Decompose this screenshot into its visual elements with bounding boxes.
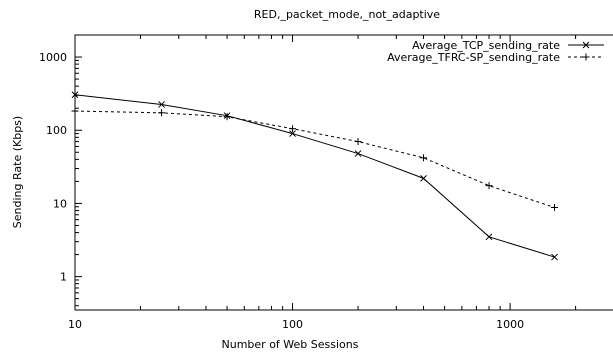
marker-x-stroke	[485, 233, 493, 241]
data-point	[354, 150, 362, 157]
y-tick-label: 100	[46, 124, 67, 137]
data-point	[71, 91, 79, 99]
y-axis-title: Sending Rate (Kbps)	[11, 116, 24, 228]
data-point	[485, 233, 493, 241]
data-point	[420, 175, 427, 182]
legend-entry: Average_TCP_sending_rate	[412, 39, 604, 52]
y-tick-label: 1	[60, 271, 67, 284]
x-tick-label: 1000	[496, 318, 524, 331]
axis-ticks: 10 100 1000 1 10 100 1000	[39, 34, 577, 331]
data-point	[158, 109, 166, 117]
y-tick-label: 10	[53, 197, 67, 210]
series-line	[74, 110, 555, 208]
data-point	[354, 138, 362, 146]
data-point	[158, 101, 165, 108]
marker-x-stroke	[158, 101, 165, 108]
data-point	[223, 113, 231, 121]
data-point	[420, 154, 428, 162]
series-tcp	[71, 91, 558, 261]
marker-x-stroke	[289, 130, 296, 137]
legend: Average_TCP_sending_rateAverage_TFRC-SP_…	[387, 39, 604, 64]
marker-x-stroke	[71, 91, 79, 99]
series-layer	[71, 91, 559, 261]
data-point	[485, 182, 493, 190]
data-point	[551, 253, 558, 261]
marker-x-stroke	[582, 41, 590, 49]
data-point	[289, 125, 297, 133]
x-tick-label: 10	[68, 318, 82, 331]
legend-label: Average_TFRC-SP_sending_rate	[387, 51, 560, 64]
data-point	[551, 203, 559, 211]
x-axis-title: Number of Web Sessions	[222, 338, 359, 351]
data-point	[289, 130, 296, 137]
marker-x-stroke	[420, 175, 427, 182]
plot-frame	[74, 34, 613, 311]
legend-label: Average_TCP_sending_rate	[412, 39, 560, 52]
marker-x-stroke	[551, 253, 558, 261]
data-point	[71, 107, 79, 115]
marker-x-stroke	[354, 150, 362, 157]
series-line	[74, 94, 555, 258]
series-tfrc-sp	[71, 107, 559, 211]
plot-area-border	[74, 34, 613, 311]
x-tick-label: 100	[282, 318, 303, 331]
chart-title: RED,_packet_mode,_not_adaptive	[254, 8, 440, 21]
y-tick-label: 1000	[39, 51, 67, 64]
legend-entry: Average_TFRC-SP_sending_rate	[387, 51, 604, 64]
